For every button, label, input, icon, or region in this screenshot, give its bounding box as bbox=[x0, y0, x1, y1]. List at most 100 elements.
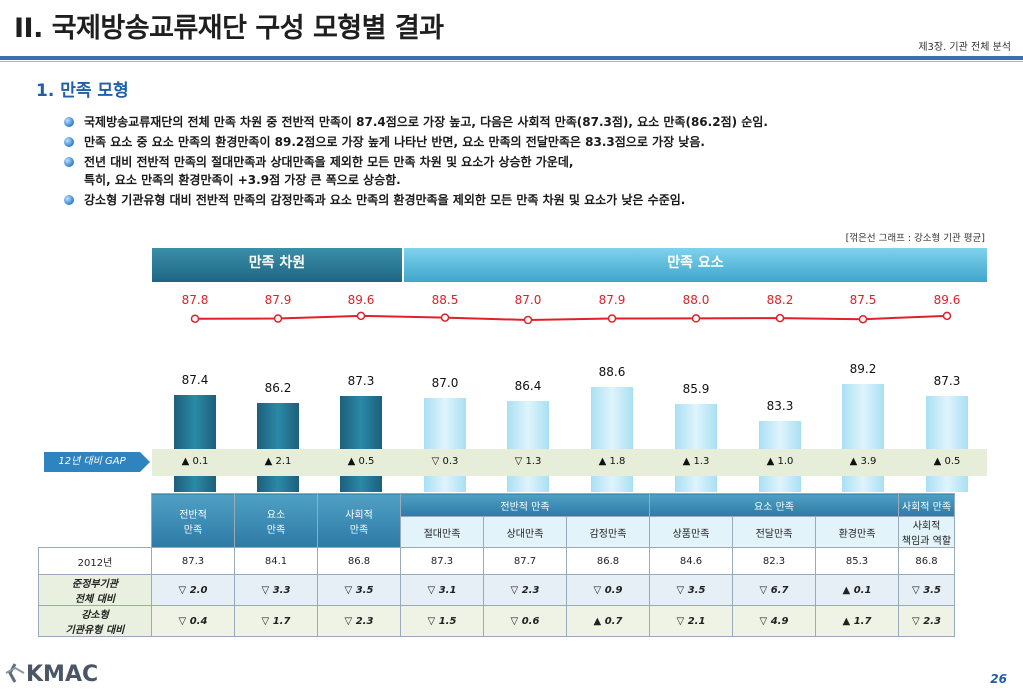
bullet-text: 전년 대비 전반적 만족의 절대만족과 상대만족을 제외한 모든 만족 차원 및… bbox=[84, 155, 574, 187]
table-header-dimension: 사회적 만족 bbox=[317, 493, 401, 548]
table-cell: 86.8 bbox=[898, 547, 955, 575]
table-header-element: 환경만족 bbox=[815, 516, 899, 548]
table-cell: 87.3 bbox=[151, 547, 235, 575]
gap-value: ▲ 0.5 bbox=[347, 456, 375, 467]
gap-value: ▽ 1.3 bbox=[514, 456, 542, 467]
bar-1 bbox=[257, 402, 299, 492]
bar-value-label: 85.9 bbox=[682, 382, 710, 397]
bar-value-label: 86.4 bbox=[514, 379, 542, 394]
chapter-label: 제3장. 기관 전체 분석 bbox=[918, 42, 1011, 53]
table-cell: 87.3 bbox=[400, 547, 484, 575]
page-number: 26 bbox=[990, 672, 1007, 686]
bar-4 bbox=[507, 401, 549, 492]
table-row: 준정부기관 전체 대비 ▽ 2.0 ▽ 3.3 ▽ 3.5 ▽ 3.1 ▽ 2.3 ▽ 0.… bbox=[38, 574, 955, 606]
table-cell: ▽ 2.3 bbox=[483, 574, 567, 606]
bullet-item: 강소형 기관유형 대비 전반적 만족의 감정만족과 요소 만족의 환경만족을 제… bbox=[62, 191, 1002, 209]
table-cell: ▽ 1.5 bbox=[400, 605, 484, 637]
bar-value-label: 89.2 bbox=[849, 361, 877, 376]
table-row-label: 2012년 bbox=[38, 547, 152, 575]
table-header-dimension: 요소 만족 bbox=[234, 493, 318, 548]
section-subtitle: 1. 만족 모형 bbox=[36, 81, 129, 101]
line-point bbox=[942, 311, 952, 321]
table-cell: ▲ 1.7 bbox=[815, 605, 899, 637]
element-header: 만족 요소 bbox=[404, 248, 987, 282]
line-point bbox=[356, 311, 366, 321]
bar-value-label: 87.0 bbox=[431, 375, 459, 390]
table-cell: ▽ 0.4 bbox=[151, 605, 235, 637]
gap-band bbox=[152, 449, 987, 476]
line-value-label: 87.9 bbox=[264, 293, 292, 307]
table-cell: 85.3 bbox=[815, 547, 899, 575]
bar-value-label: 87.3 bbox=[933, 373, 961, 388]
gap-value: ▽ 0.3 bbox=[431, 456, 459, 467]
gap-value: ▲ 0.5 bbox=[933, 456, 961, 467]
bullet-dot-icon bbox=[64, 137, 74, 147]
bullet-dot-icon bbox=[64, 157, 74, 167]
bar-3 bbox=[424, 397, 466, 492]
line-value-label: 88.2 bbox=[766, 293, 794, 307]
line-value-label: 87.0 bbox=[514, 293, 542, 307]
line-point bbox=[607, 314, 617, 323]
table-header-dimension: 전반적 만족 bbox=[151, 493, 235, 548]
table-cell: ▽ 6.7 bbox=[732, 574, 816, 606]
line-value-label: 87.8 bbox=[181, 293, 209, 307]
table-cell: ▽ 0.6 bbox=[483, 605, 567, 637]
table-header-group: 사회적 만족 bbox=[898, 493, 955, 517]
bullet-text: 강소형 기관유형 대비 전반적 만족의 감정만족과 요소 만족의 환경만족을 제… bbox=[84, 193, 686, 207]
table-cell: ▽ 4.9 bbox=[732, 605, 816, 637]
table-cell: 87.7 bbox=[483, 547, 567, 575]
table-cell: 84.1 bbox=[234, 547, 318, 575]
bar-6 bbox=[675, 404, 717, 492]
bar-value-label: 87.4 bbox=[181, 372, 209, 387]
line-value-label: 88.0 bbox=[682, 293, 710, 307]
table-cell: ▽ 3.5 bbox=[649, 574, 733, 606]
bullet-dot-icon bbox=[64, 117, 74, 127]
bar-value-label: 83.3 bbox=[766, 398, 794, 413]
bullet-text: 국제방송교류재단의 전체 만족 차원 중 전반적 만족이 87.4점으로 가장 … bbox=[84, 115, 768, 129]
bar-value-label: 86.2 bbox=[264, 380, 292, 395]
comparison-table: 전반적 만족 요소 만족 사회적 만족 전반적 만족 요소 만족 사회적 만족 절대만족 상대… bbox=[38, 493, 955, 637]
table-cell: 84.6 bbox=[649, 547, 733, 575]
table-header-group: 요소 만족 bbox=[649, 493, 899, 517]
bar-2 bbox=[340, 395, 382, 492]
bar-9 bbox=[926, 395, 968, 492]
table-cell: ▽ 3.1 bbox=[400, 574, 484, 606]
gap-value: ▲ 2.1 bbox=[264, 456, 292, 467]
bar-value-label: 87.3 bbox=[347, 373, 375, 388]
line-value-label: 87.5 bbox=[849, 293, 877, 307]
table-row-label: 강소형 기관유형 대비 bbox=[38, 605, 152, 637]
kmac-logo-icon bbox=[5, 663, 25, 683]
line-point bbox=[190, 314, 200, 323]
line-point bbox=[273, 314, 283, 323]
table-cell: 86.8 bbox=[566, 547, 650, 575]
summary-bullets: 국제방송교류재단의 전체 만족 차원 중 전반적 만족이 87.4점으로 가장 … bbox=[62, 113, 1002, 211]
table-row: 2012년 87.3 84.1 86.8 87.3 87.7 86.8 84.6 82.3 85.… bbox=[38, 547, 955, 575]
dimension-header: 만족 차원 bbox=[152, 248, 402, 282]
bullet-text: 만족 요소 중 요소 만족의 환경만족이 89.2점으로 가장 높게 나타난 반… bbox=[84, 135, 705, 149]
table-cell: ▽ 3.5 bbox=[317, 574, 401, 606]
line-point bbox=[440, 313, 450, 322]
table-row-label: 준정부기관 전체 대비 bbox=[38, 574, 152, 606]
table-cell: ▽ 1.7 bbox=[234, 605, 318, 637]
table-cell: 86.8 bbox=[317, 547, 401, 575]
table-cell: ▽ 2.0 bbox=[151, 574, 235, 606]
bar-0 bbox=[174, 394, 216, 492]
table-corner bbox=[39, 494, 152, 548]
table-header-element: 감정만족 bbox=[566, 516, 650, 548]
table-header-group: 전반적 만족 bbox=[400, 493, 650, 517]
page-title: II. 국제방송교류재단 구성 모형별 결과 bbox=[14, 13, 444, 44]
line-point bbox=[858, 314, 868, 324]
bullet-dot-icon bbox=[64, 195, 74, 205]
table-row: 강소형 기관유형 대비 ▽ 0.4 ▽ 1.7 ▽ 2.3 ▽ 1.5 ▽ 0.6 ▲ 0.… bbox=[38, 605, 955, 637]
gap-arrow-icon bbox=[140, 452, 150, 472]
bullet-item: 만족 요소 중 요소 만족의 환경만족이 89.2점으로 가장 높게 나타난 반… bbox=[62, 133, 1002, 151]
gap-value: ▲ 3.9 bbox=[849, 456, 877, 467]
table-header-element: 상대만족 bbox=[483, 516, 567, 548]
gap-value: ▲ 1.0 bbox=[766, 456, 794, 467]
gap-value: ▲ 0.1 bbox=[181, 456, 209, 467]
header-rule-thin bbox=[0, 61, 1023, 62]
table-header-element: 사회적 책임과 역할 bbox=[898, 516, 955, 548]
line-point bbox=[523, 315, 533, 325]
table-cell: ▽ 3.3 bbox=[234, 574, 318, 606]
gap-value: ▲ 1.8 bbox=[598, 456, 626, 467]
